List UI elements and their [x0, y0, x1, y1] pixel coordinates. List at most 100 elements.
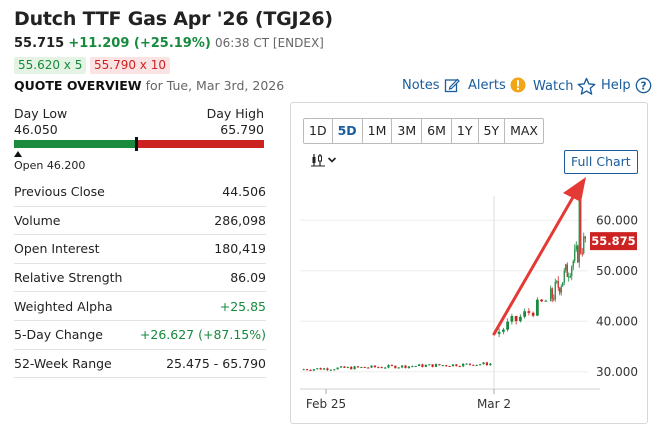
candle-body — [424, 365, 427, 367]
candle-body — [574, 249, 576, 261]
candle-body — [465, 363, 468, 365]
candle-body — [565, 264, 567, 271]
ask-badge: 55.790 x 10 — [90, 57, 170, 74]
candle-body — [373, 365, 377, 368]
notes-link[interactable]: Notes — [402, 77, 460, 93]
table-row: Open Interest 180,419 — [14, 235, 266, 264]
candle-body — [458, 366, 461, 368]
help-icon: ? — [635, 77, 651, 94]
candle-body — [417, 364, 421, 367]
candle-body — [535, 299, 539, 316]
candle-body — [468, 363, 472, 365]
candle-body — [326, 368, 329, 371]
candle-body — [350, 366, 353, 370]
alerts-link[interactable]: Alerts — [468, 77, 526, 93]
notes-label: Notes — [402, 77, 440, 93]
candle-body — [578, 198, 580, 263]
last-price-tag — [590, 232, 637, 251]
period-button-5y[interactable]: 5Y — [479, 119, 506, 143]
candle-body — [571, 266, 573, 277]
candle-body — [557, 281, 559, 288]
candle-body — [360, 366, 363, 368]
candle-body — [489, 363, 492, 366]
candle-body — [569, 276, 571, 278]
period-button-5d[interactable]: 5D — [333, 119, 363, 143]
candle-body — [518, 316, 522, 322]
candle-body — [438, 364, 441, 366]
chart-type-dropdown[interactable] — [311, 153, 337, 167]
last-price-tag-label: 55.875 — [591, 234, 635, 248]
candle-body — [411, 366, 414, 368]
day-range-labels: Day Low Day High — [14, 106, 264, 121]
candle-body — [434, 364, 438, 367]
star-icon — [578, 77, 596, 95]
candle-body — [397, 367, 400, 369]
candle-body — [380, 367, 383, 369]
alerts-label: Alerts — [468, 77, 506, 93]
period-button-6m[interactable]: 6M — [422, 119, 452, 143]
day-range-bar — [14, 137, 264, 151]
candle-body — [523, 311, 527, 317]
candle-body — [404, 365, 407, 368]
candle-body — [544, 300, 548, 302]
candle-body — [336, 367, 339, 370]
candle-body — [363, 366, 366, 368]
candle-body — [367, 367, 370, 369]
candle-body — [387, 365, 390, 368]
candle-body — [527, 311, 531, 313]
candle-body — [462, 363, 465, 367]
candle-body — [580, 198, 582, 254]
candle-body — [431, 364, 434, 367]
quote-overview-heading: QUOTE OVERVIEW for Tue, Mar 3rd, 2026 — [14, 78, 284, 93]
full-chart-button[interactable]: Full Chart — [564, 150, 638, 174]
stat-value: 180,419 — [214, 241, 266, 257]
stat-value: 25.475 - 65.790 — [166, 355, 266, 371]
stat-label: Volume — [14, 212, 61, 228]
candle-body — [556, 281, 558, 283]
period-button-1d[interactable]: 1D — [304, 119, 333, 143]
y-tick-label: 60.000 — [596, 213, 638, 227]
table-row: Volume 286,098 — [14, 207, 266, 236]
price-line: 55.715 +11.209 (+25.19%) 06:38 CT [ENDEX… — [14, 36, 324, 51]
help-link[interactable]: Help ? — [601, 77, 652, 94]
candle-body — [584, 236, 586, 239]
candle-body — [377, 367, 380, 369]
candle-body — [475, 364, 478, 366]
candle-body — [448, 365, 451, 367]
watch-link[interactable]: Watch — [533, 77, 596, 96]
stats-table: Previous Close 44.506 Volume 286,098 Ope… — [14, 178, 266, 379]
candle-body — [485, 362, 489, 366]
last-price: 55.715 — [14, 36, 65, 51]
period-selector: 1D 5D 1M 3M 6M 1Y 5Y MAX — [303, 118, 544, 144]
candle-body — [572, 260, 574, 267]
candlestick-icon — [311, 154, 325, 167]
period-button-1y[interactable]: 1Y — [452, 119, 479, 143]
stat-value: +26.627 (+87.15%) — [139, 327, 266, 343]
candle-body — [356, 366, 360, 368]
candle-body — [394, 365, 397, 369]
help-label: Help — [601, 78, 631, 93]
candle-body — [506, 321, 510, 330]
x-tick-label: Feb 25 — [306, 397, 346, 411]
annotation-arrow-head — [563, 177, 586, 202]
candle-body — [305, 369, 309, 371]
candle-body — [445, 365, 448, 367]
period-button-3m[interactable]: 3M — [392, 119, 423, 143]
candle-body — [563, 270, 565, 283]
candle-body — [550, 288, 552, 302]
chart-panel: 1D 5D 1M 3M 6M 1Y 5Y MAX Full Chart — [290, 102, 648, 424]
svg-text:?: ? — [640, 80, 646, 92]
alert-icon — [510, 77, 526, 93]
candle-body — [497, 331, 501, 334]
period-button-max[interactable]: MAX — [510, 123, 538, 138]
page-title: Dutch TTF Gas Apr '26 (TGJ26) — [14, 8, 333, 30]
open-marker-icon — [14, 151, 22, 157]
candle-body — [553, 298, 555, 300]
candle-body — [414, 366, 417, 368]
range-bar-high-segment — [136, 140, 264, 148]
candle-body — [384, 367, 387, 369]
period-button-1m[interactable]: 1M — [363, 119, 393, 143]
stat-label: Weighted Alpha — [14, 298, 113, 314]
candle-body — [577, 245, 579, 263]
